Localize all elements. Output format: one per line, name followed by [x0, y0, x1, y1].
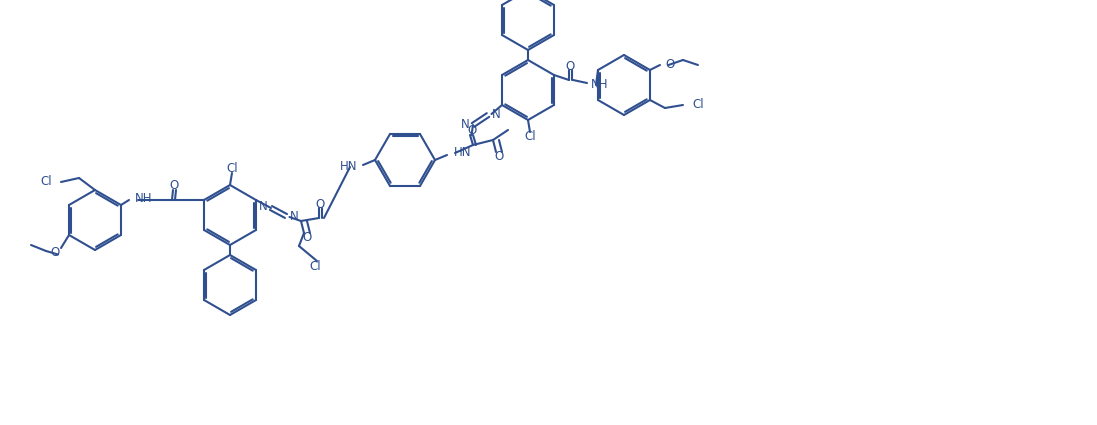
Text: Cl: Cl: [226, 162, 238, 175]
Text: NH: NH: [135, 193, 152, 206]
Text: HN: HN: [339, 161, 357, 173]
Text: N: N: [491, 108, 500, 121]
Text: O: O: [666, 57, 675, 71]
Text: HN: HN: [454, 147, 472, 159]
Text: N: N: [259, 201, 268, 213]
Text: O: O: [566, 60, 575, 73]
Text: O: O: [495, 150, 504, 164]
Text: NH: NH: [591, 77, 609, 91]
Text: N: N: [290, 210, 298, 224]
Text: O: O: [169, 179, 179, 193]
Text: O: O: [50, 246, 60, 260]
Text: N: N: [461, 117, 470, 130]
Text: Cl: Cl: [41, 176, 52, 189]
Text: O: O: [467, 125, 476, 138]
Text: O: O: [316, 198, 325, 210]
Text: O: O: [303, 232, 312, 244]
Text: Cl: Cl: [524, 130, 535, 144]
Text: Cl: Cl: [692, 97, 703, 110]
Text: Cl: Cl: [309, 261, 320, 274]
